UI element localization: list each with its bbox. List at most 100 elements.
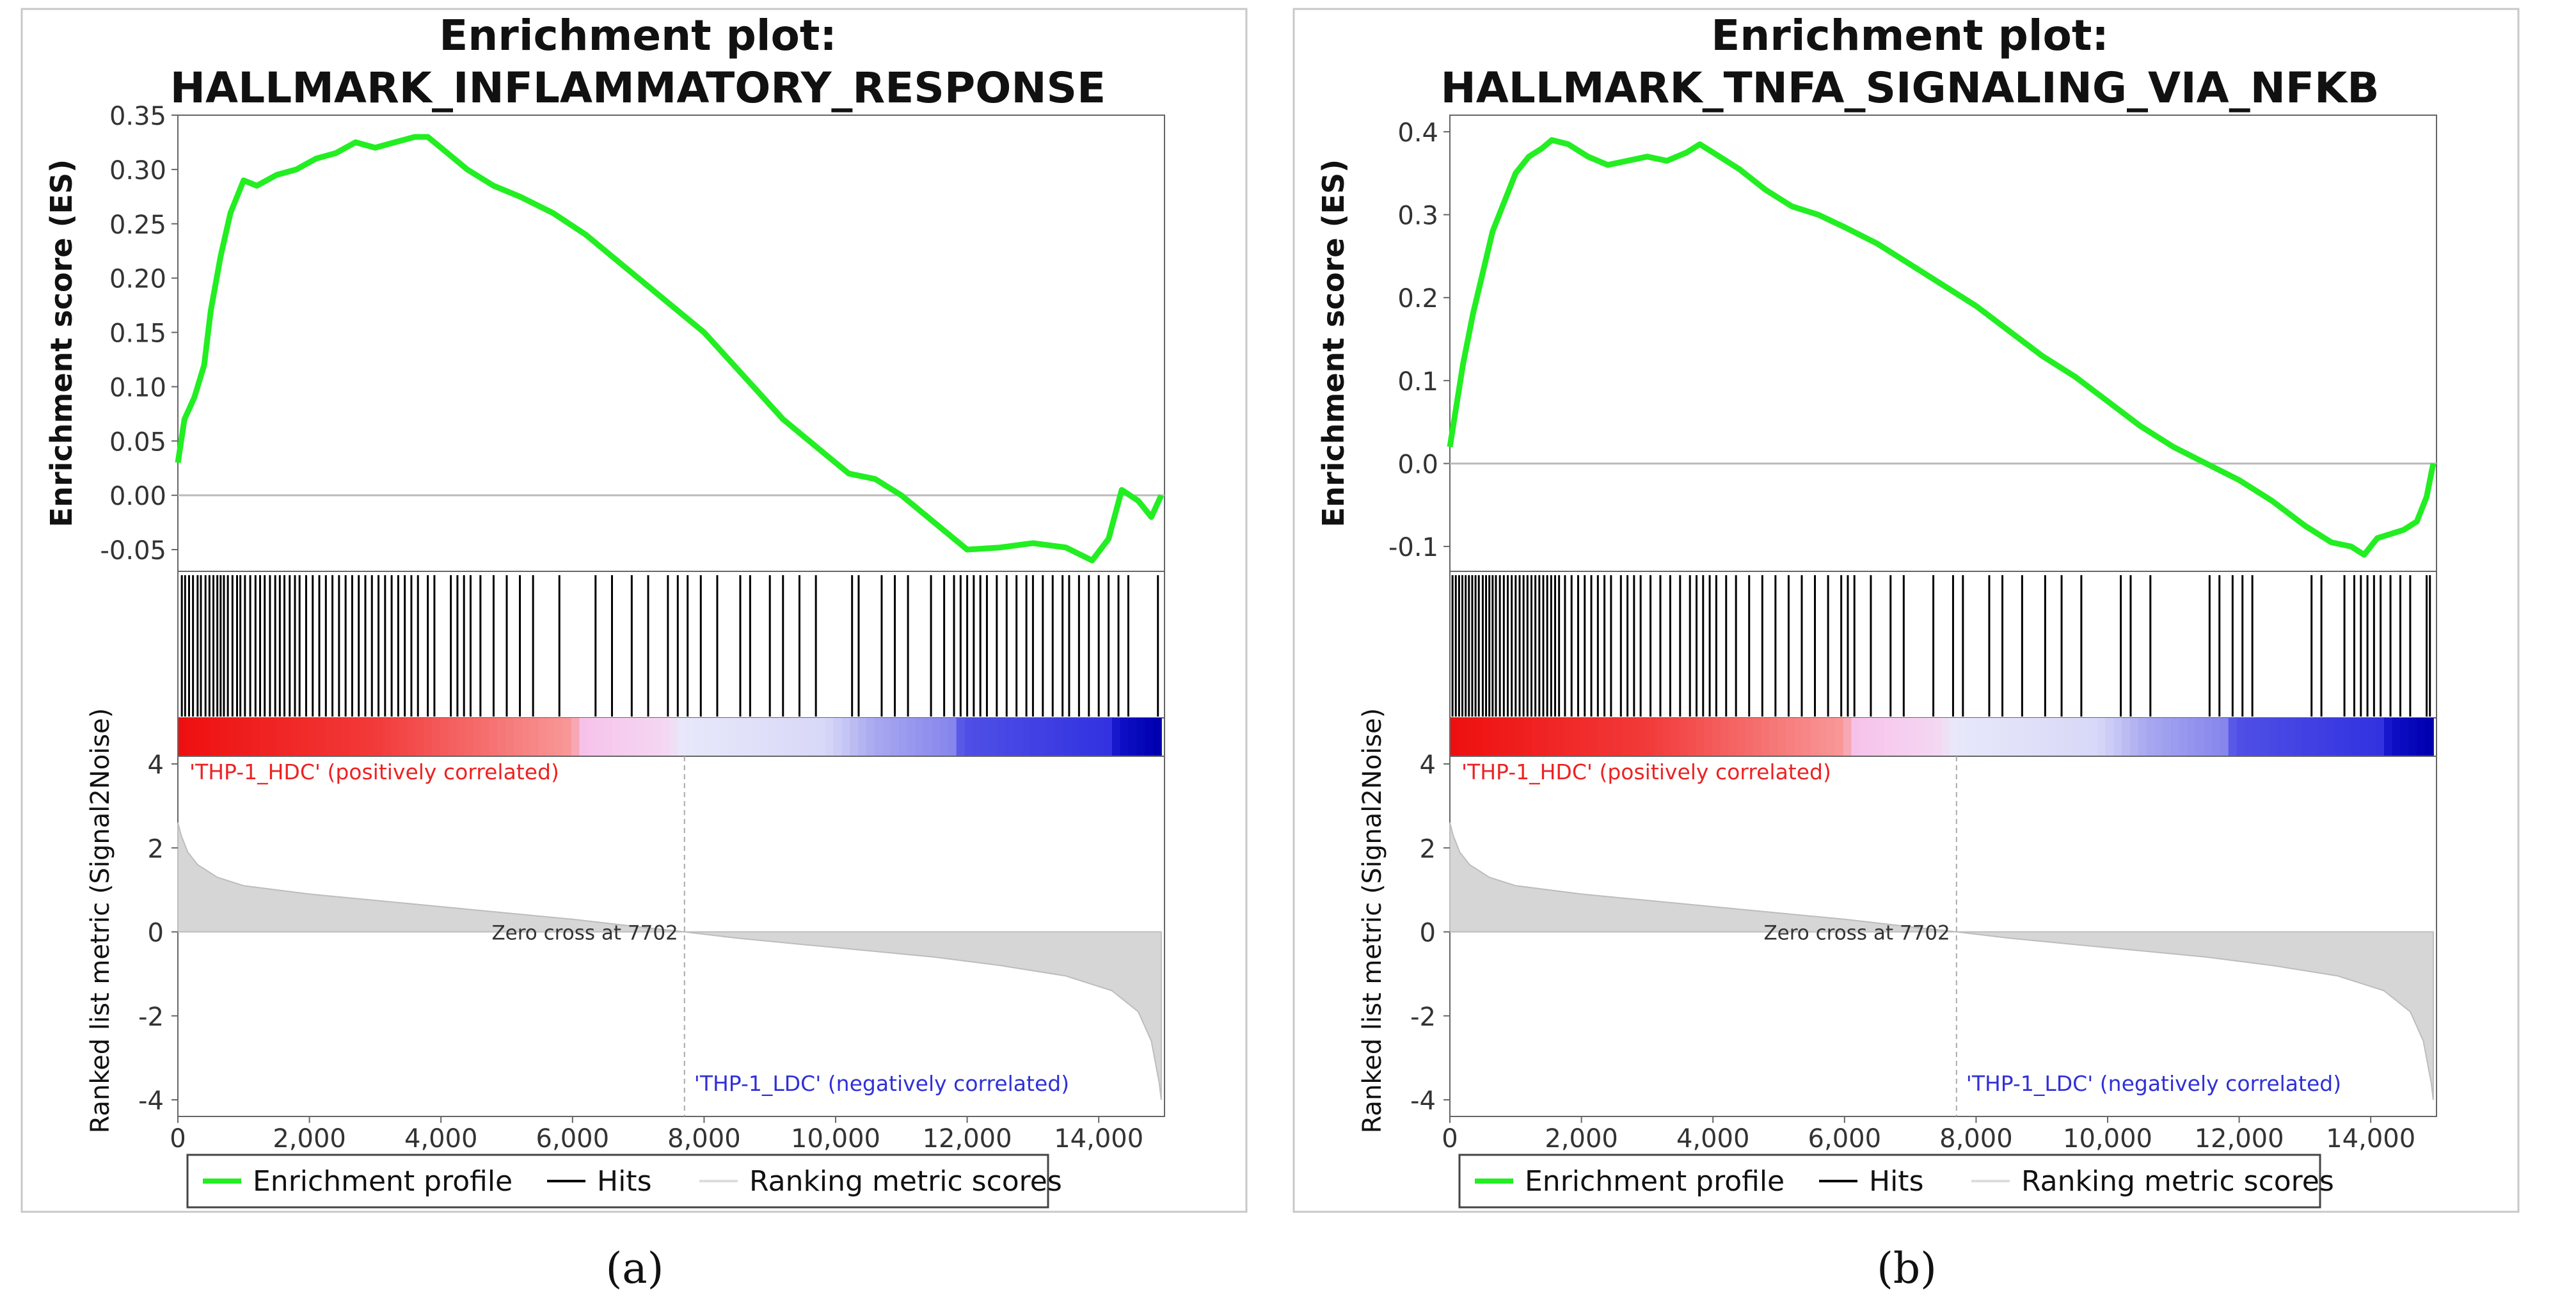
hits-marks xyxy=(180,575,1159,717)
rank-color-segment xyxy=(596,718,605,756)
rank-color-segment xyxy=(2154,718,2164,756)
rank-color-segment xyxy=(719,718,728,756)
rank-color-segment xyxy=(1679,718,1689,756)
rank-color-segment xyxy=(1793,718,1803,756)
x-tick-label: 14,000 xyxy=(2326,1124,2415,1154)
rank-color-segment xyxy=(1818,718,1828,756)
rank-color-segment xyxy=(2220,718,2229,756)
rank-color-segment xyxy=(1884,718,1893,756)
rank-color-segment xyxy=(521,718,531,756)
rank-color-bar xyxy=(178,718,1162,756)
rank-color-segment xyxy=(1515,718,1525,756)
rank-color-segment xyxy=(2122,718,2131,756)
rank-color-segment xyxy=(2047,718,2057,756)
rank-color-segment xyxy=(2187,718,2197,756)
rank-color-segment xyxy=(267,718,277,756)
rank-color-segment xyxy=(2351,718,2360,756)
rank-color-segment xyxy=(2007,718,2016,756)
negative-correlation-label: 'THP-1_LDC' (negatively correlated) xyxy=(1966,1071,2341,1096)
rank-color-segment xyxy=(1038,718,1047,756)
rank-color-segment xyxy=(989,718,998,756)
rank-color-segment xyxy=(2097,718,2106,756)
rank-color-segment xyxy=(768,718,777,756)
rank-color-segment xyxy=(399,718,408,756)
rank-color-segment xyxy=(2204,718,2213,756)
rank-color-segment xyxy=(415,718,425,756)
es-y-tick-label: 0.4 xyxy=(1397,118,1438,148)
rank-color-segment xyxy=(899,718,908,756)
rank-color-segment xyxy=(514,718,523,756)
rank-color-segment xyxy=(1917,718,1926,756)
rank-color-segment xyxy=(1834,718,1844,756)
x-tick-label: 0 xyxy=(1442,1124,1458,1154)
rank-color-segment xyxy=(505,718,515,756)
x-tick-label: 6,000 xyxy=(1808,1124,1882,1154)
plot-title-line1: Enrichment plot: xyxy=(439,11,837,60)
rank-color-segment xyxy=(932,718,941,756)
hits-area xyxy=(1449,571,2437,718)
legend-label-metric: Ranking metric scores xyxy=(2021,1165,2334,1198)
rank-color-segment xyxy=(1145,718,1154,756)
rank-color-segment xyxy=(342,718,351,756)
ranking-metric-area xyxy=(177,822,1162,1100)
rank-color-segment xyxy=(751,718,761,756)
rank-color-segment xyxy=(1696,718,1705,756)
rank-color-segment xyxy=(800,718,810,756)
rank-color-segment xyxy=(1499,718,1508,756)
rank-color-segment xyxy=(1843,718,1852,756)
es-y-tick-label: 0.1 xyxy=(1397,367,1438,397)
rank-color-segment xyxy=(1030,718,1039,756)
rank-color-segment xyxy=(2146,718,2156,756)
rank-color-segment xyxy=(1892,718,1902,756)
rank-color-segment xyxy=(1621,718,1631,756)
rank-color-segment xyxy=(440,718,449,756)
rank-color-segment xyxy=(2138,718,2147,756)
rank-color-segment xyxy=(1605,718,1615,756)
rank-color-segment xyxy=(2105,718,2115,756)
rank-color-segment xyxy=(194,718,203,756)
rank-color-segment xyxy=(2286,718,2295,756)
rank-color-segment xyxy=(784,718,793,756)
rank-color-segment xyxy=(809,718,818,756)
rank-color-segment xyxy=(587,718,597,756)
x-tick-label: 2,000 xyxy=(273,1124,346,1154)
rank-color-segment xyxy=(1810,718,1820,756)
rank-color-segment xyxy=(653,718,662,756)
rank-color-segment xyxy=(333,718,343,756)
rank-color-segment xyxy=(276,718,285,756)
rank-color-segment xyxy=(2129,718,2139,756)
rank-color-segment xyxy=(792,718,802,756)
x-tick-label: 8,000 xyxy=(667,1124,741,1154)
rank-color-segment xyxy=(1128,718,1138,756)
rank-color-segment xyxy=(2163,718,2172,756)
rank-color-segment xyxy=(661,718,671,756)
rank-color-segment xyxy=(907,718,916,756)
rank-color-segment xyxy=(1728,718,1738,756)
rank-color-segment xyxy=(1720,718,1729,756)
es-plot-area xyxy=(1449,115,2437,572)
legend-label-hits: Hits xyxy=(597,1165,652,1198)
rank-color-segment xyxy=(2294,718,2303,756)
rank-color-segment xyxy=(694,718,703,756)
legend-box xyxy=(186,1154,1049,1209)
rank-color-segment xyxy=(571,718,580,756)
rank-color-segment xyxy=(1483,718,1492,756)
rank-color-segment xyxy=(1005,718,1015,756)
rank-color-segment xyxy=(1662,718,1672,756)
rank-color-segment xyxy=(1104,718,1113,756)
rank-color-segment xyxy=(2342,718,2352,756)
rank-color-segment xyxy=(915,718,925,756)
rank-color-segment xyxy=(1580,718,1590,756)
metric-y-tick-label: 0 xyxy=(1420,919,1436,948)
rank-color-segment xyxy=(308,718,318,756)
rank-color-segment xyxy=(1875,718,1885,756)
rank-color-segment xyxy=(866,718,875,756)
metric-y-tick-label: -4 xyxy=(138,1086,164,1116)
rank-color-segment xyxy=(1786,718,1795,756)
rank-color-segment xyxy=(1999,718,2008,756)
rank-color-segment xyxy=(555,718,564,756)
rank-color-segment xyxy=(850,718,859,756)
rank-color-bar xyxy=(1450,718,2434,756)
rank-color-segment xyxy=(2245,718,2254,756)
